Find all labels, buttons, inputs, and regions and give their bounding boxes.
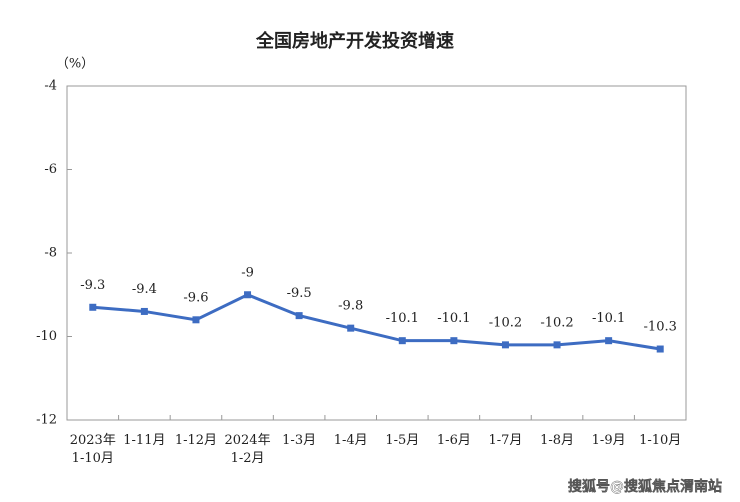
x-tick-label: 1-10月 xyxy=(639,433,681,448)
y-tick-label: -4 xyxy=(44,79,57,94)
data-point xyxy=(89,303,97,311)
data-label: -10.1 xyxy=(386,311,419,326)
data-line xyxy=(92,293,661,351)
x-tick-label: 1-8月 xyxy=(540,433,574,448)
data-point xyxy=(347,324,355,332)
data-point xyxy=(398,337,406,345)
data-point xyxy=(192,316,200,324)
data-label: -10.2 xyxy=(540,315,573,330)
x-tick-label: 1-4月 xyxy=(334,433,368,448)
y-tick-label: -6 xyxy=(44,162,57,177)
watermark: 搜狐号@搜狐焦点渭南站 xyxy=(568,478,722,495)
x-tick-label: 1-6月 xyxy=(437,433,471,448)
data-point xyxy=(605,337,613,345)
data-label: -9.4 xyxy=(132,282,157,297)
x-tick-label: 1-12月 xyxy=(175,433,217,448)
x-tick-label: 1-5月 xyxy=(385,433,419,448)
data-label: -9 xyxy=(241,265,254,280)
y-tick-label: -8 xyxy=(44,246,57,261)
x-tick-label: 1-7月 xyxy=(488,433,522,448)
data-label: -10.1 xyxy=(592,311,625,326)
data-label: -10.2 xyxy=(489,315,522,330)
x-tick-label: 1-9月 xyxy=(592,433,626,448)
x-tick-label: 1-3月 xyxy=(282,433,316,448)
data-label: -9.5 xyxy=(287,286,312,301)
unit-label: （%） xyxy=(56,57,94,72)
plot-frame xyxy=(66,85,687,421)
data-label: -9.3 xyxy=(80,278,105,293)
data-point xyxy=(656,345,664,353)
x-tick-label: 2023年 1-10月 xyxy=(70,433,116,466)
chart-title: 全国房地产开发投资增速 xyxy=(255,30,454,52)
data-label: -10.1 xyxy=(437,311,470,326)
data-point xyxy=(244,291,252,299)
x-tick-label: 2024年 1-2月 xyxy=(224,433,270,466)
y-tick-label: -10 xyxy=(36,329,57,344)
data-point xyxy=(140,307,148,315)
data-point xyxy=(501,341,509,349)
data-label: -9.6 xyxy=(183,290,208,305)
y-tick-label: -12 xyxy=(36,413,57,428)
data-point xyxy=(295,312,303,320)
data-label: -10.3 xyxy=(644,320,677,335)
data-point xyxy=(450,337,458,345)
data-label: -9.8 xyxy=(338,299,363,314)
x-tick-label: 1-11月 xyxy=(123,433,165,448)
data-point xyxy=(553,341,561,349)
